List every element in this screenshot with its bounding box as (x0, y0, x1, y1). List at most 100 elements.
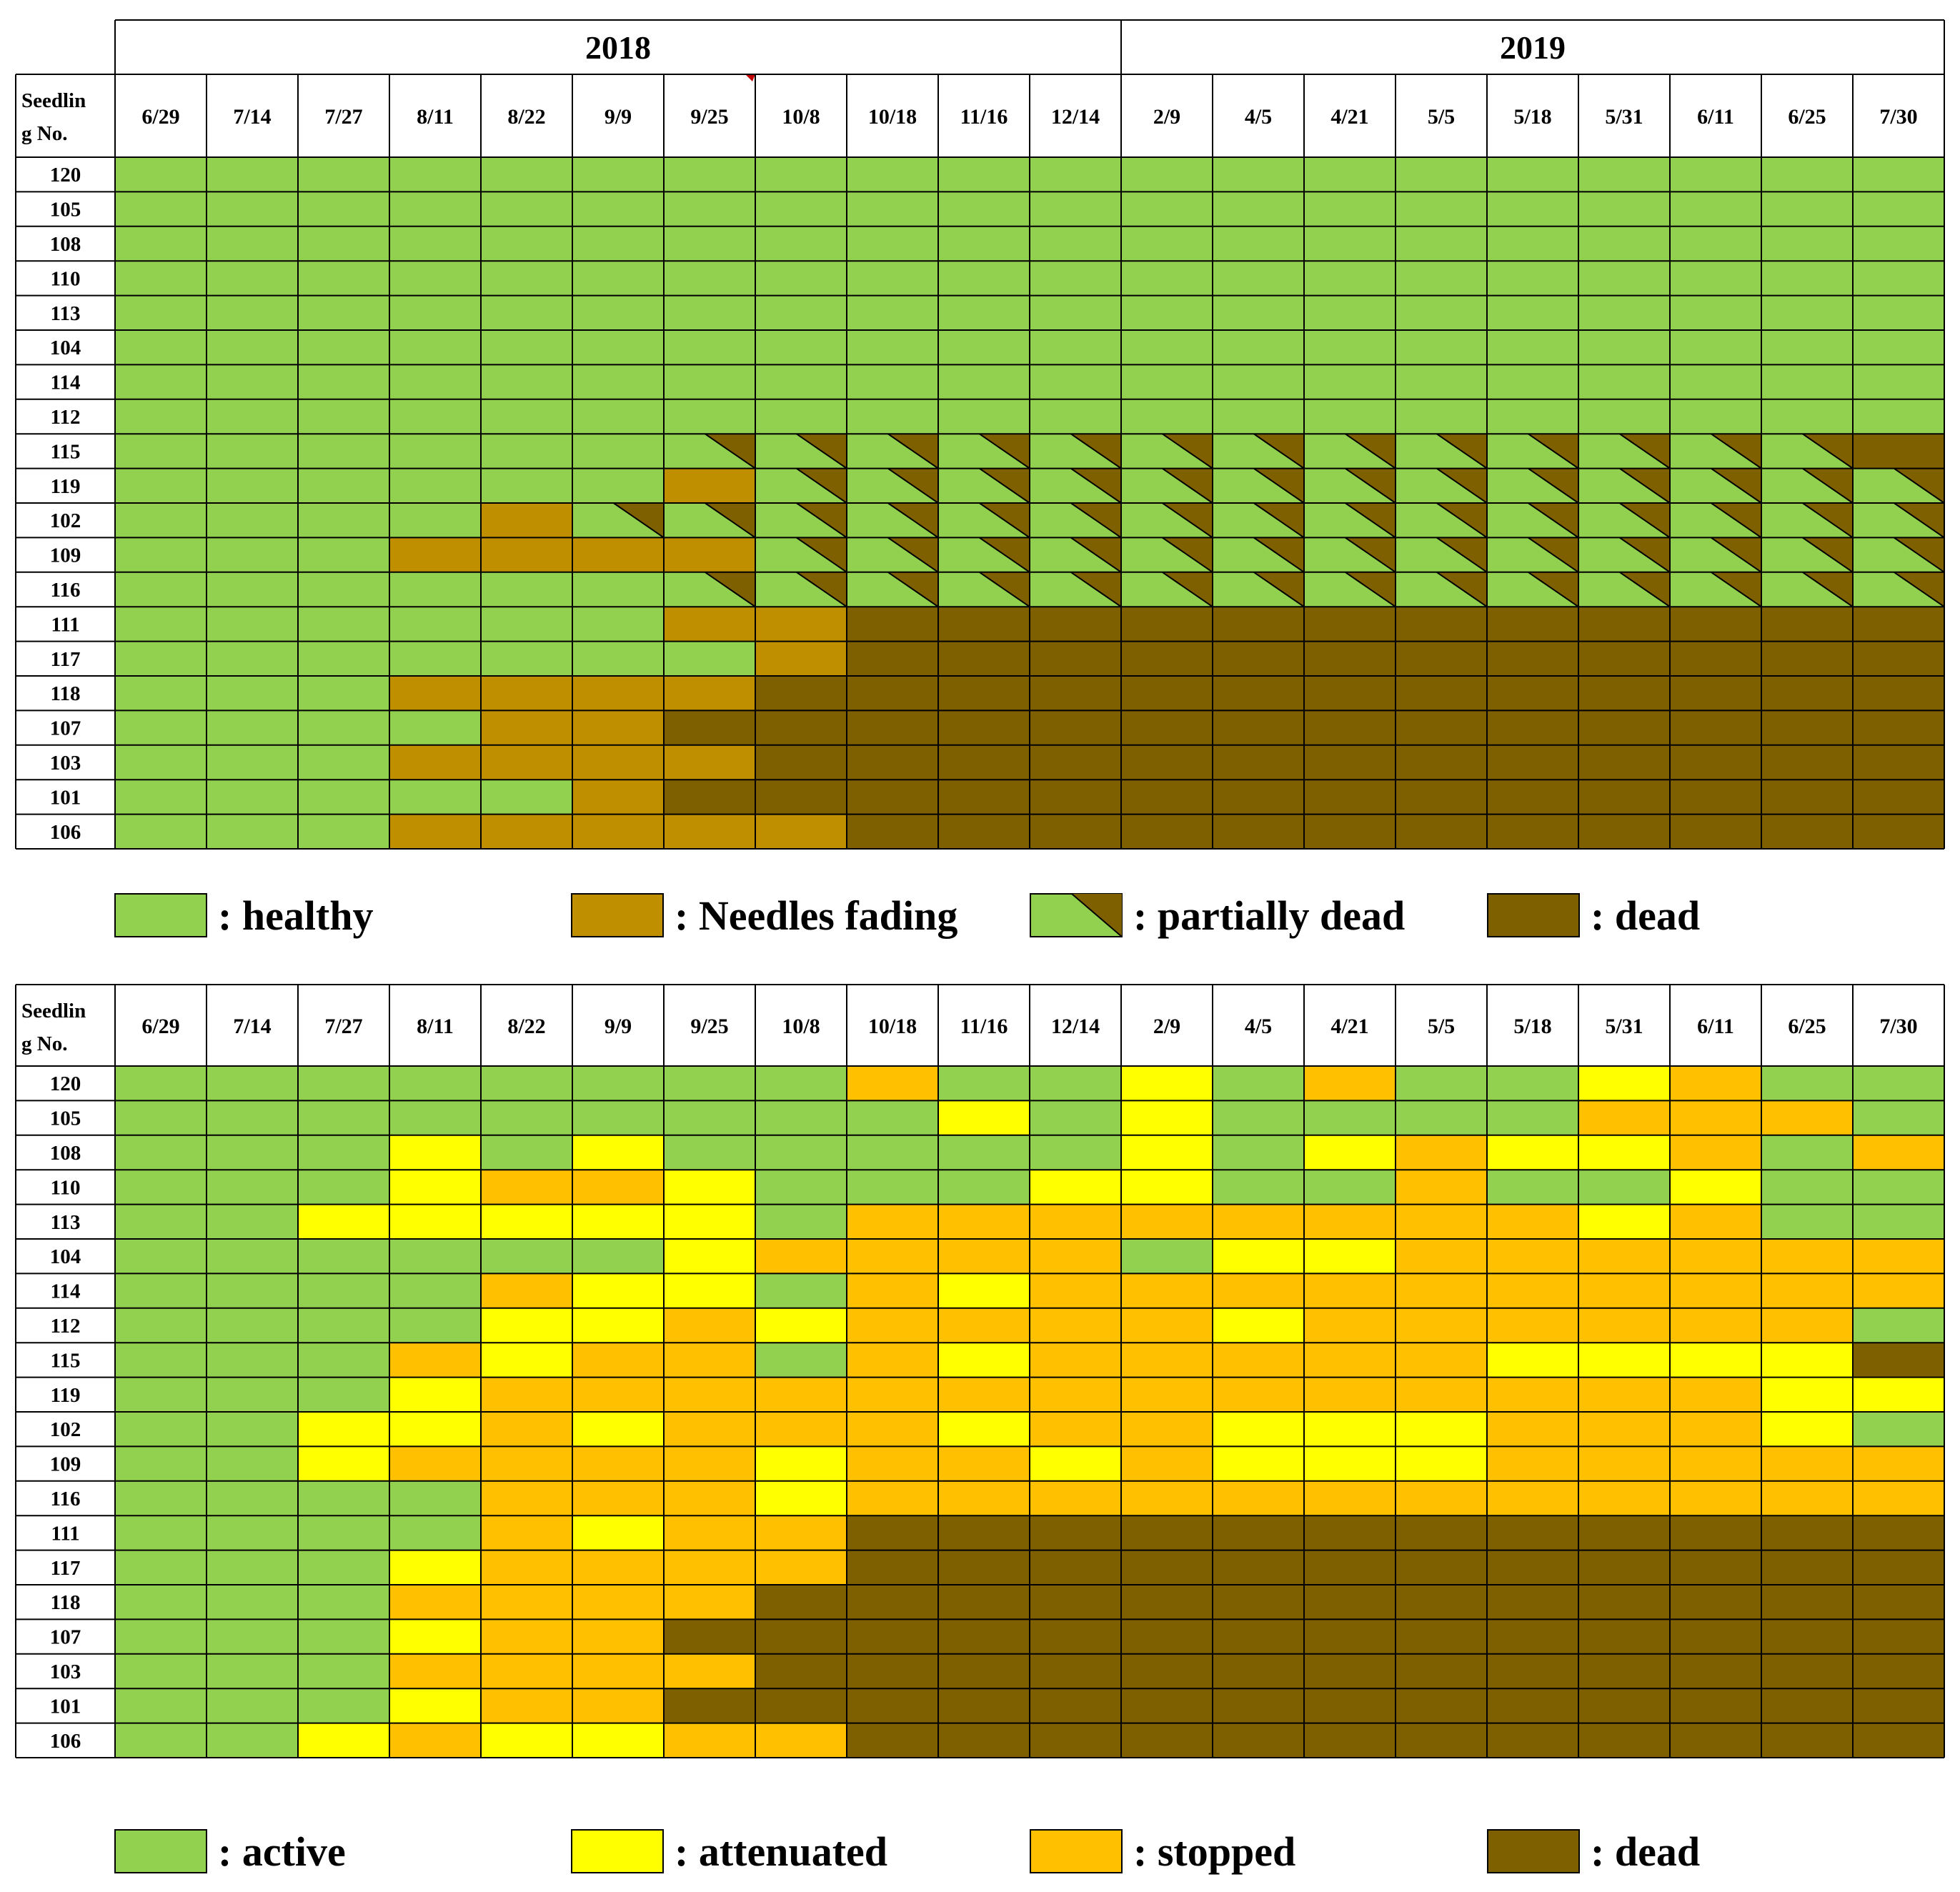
status-cell (1670, 1585, 1761, 1620)
status-cell (1213, 399, 1304, 434)
status-cell (481, 676, 572, 711)
status-cell (115, 1204, 207, 1239)
status-cell (1213, 780, 1304, 815)
status-cell (1121, 1550, 1213, 1585)
status-cell (1121, 814, 1213, 849)
status-cell (1396, 1480, 1487, 1516)
status-cell (938, 1135, 1030, 1170)
status-cell (1030, 1619, 1121, 1654)
status-cell (481, 1688, 572, 1723)
status-cell (1578, 157, 1670, 192)
status-cell (664, 1239, 755, 1274)
status-cell (1853, 191, 1944, 226)
status-cell (1396, 1135, 1487, 1170)
status-cell (1853, 780, 1944, 815)
legend-swatch (1487, 893, 1580, 937)
status-cell (1213, 1653, 1304, 1689)
status-cell (847, 157, 938, 192)
status-cell (1670, 1066, 1761, 1101)
status-cell (207, 1204, 298, 1239)
status-cell (755, 1066, 847, 1101)
status-cell (1761, 676, 1853, 711)
status-cell (1761, 1170, 1853, 1205)
status-cell (1487, 1412, 1578, 1447)
status-cell (207, 503, 298, 538)
status-cell (1853, 1653, 1944, 1689)
status-cell (207, 1273, 298, 1308)
date-tick-label: 5/18 (1513, 1015, 1551, 1038)
status-cell (298, 434, 389, 469)
date-tick-label: 6/25 (1788, 1015, 1826, 1038)
status-cell (389, 364, 481, 399)
status-cell (1761, 1480, 1853, 1516)
partially-dead-diagonal (613, 502, 665, 539)
status-cell (572, 1066, 664, 1101)
status-cell (1030, 261, 1121, 296)
status-cell (298, 399, 389, 434)
status-cell (572, 330, 664, 365)
status-cell (207, 641, 298, 676)
status-cell (755, 191, 847, 226)
status-cell (298, 1343, 389, 1378)
row-header-label: g No. (21, 1032, 67, 1055)
seedling-label: 117 (51, 1557, 81, 1580)
status-cell (481, 1308, 572, 1343)
status-cell (481, 468, 572, 503)
status-cell (572, 641, 664, 676)
status-cell (1487, 780, 1578, 815)
status-cell (572, 1412, 664, 1447)
status-cell (664, 745, 755, 780)
status-cell (481, 1550, 572, 1585)
status-cell (298, 468, 389, 503)
partially-dead-diagonal (1802, 433, 1854, 469)
partially-dead-diagonal (887, 571, 939, 608)
partially-dead-diagonal (1070, 467, 1122, 504)
status-cell (298, 1515, 389, 1550)
status-cell (1487, 157, 1578, 192)
status-cell (938, 641, 1030, 676)
status-cell (1396, 1273, 1487, 1308)
status-cell (389, 1100, 481, 1135)
status-cell (481, 1239, 572, 1274)
status-cell (1213, 1688, 1304, 1723)
status-cell (1121, 1446, 1213, 1481)
status-cell (1487, 1135, 1578, 1170)
status-cell (207, 537, 298, 572)
status-cell (1487, 1480, 1578, 1516)
partially-dead-diagonal (1070, 433, 1122, 469)
status-cell (1213, 641, 1304, 676)
status-cell (1121, 1066, 1213, 1101)
status-cell (847, 1308, 938, 1343)
status-cell (664, 1204, 755, 1239)
partially-dead-diagonal (1894, 537, 1945, 573)
status-cell (1304, 780, 1396, 815)
status-cell (1487, 261, 1578, 296)
partially-dead-diagonal (1436, 433, 1488, 469)
date-tick-label: 8/22 (507, 1015, 545, 1038)
status-cell (1304, 1066, 1396, 1101)
status-cell (664, 1100, 755, 1135)
status-cell (755, 641, 847, 676)
status-cell (207, 1377, 298, 1412)
status-cell (1213, 710, 1304, 745)
date-tick-label: 5/18 (1513, 105, 1551, 129)
seedling-label: 103 (50, 752, 81, 775)
status-cell (1578, 1619, 1670, 1654)
status-cell (938, 607, 1030, 642)
status-cell (664, 607, 755, 642)
seedling-label: 115 (51, 1349, 81, 1372)
status-cell (1761, 191, 1853, 226)
date-tick-label: 8/11 (417, 1015, 454, 1038)
status-cell (1487, 641, 1578, 676)
partially-dead-diagonal (1619, 537, 1671, 573)
status-cell (1213, 1723, 1304, 1758)
status-cell (1761, 1653, 1853, 1689)
status-cell (115, 1135, 207, 1170)
date-tick-label: 10/18 (868, 105, 917, 129)
status-cell (1396, 1653, 1487, 1689)
status-cell (298, 780, 389, 815)
status-cell (664, 537, 755, 572)
seedling-label: 119 (51, 475, 81, 498)
date-tick-label: 11/16 (960, 105, 1008, 129)
status-cell (1030, 710, 1121, 745)
